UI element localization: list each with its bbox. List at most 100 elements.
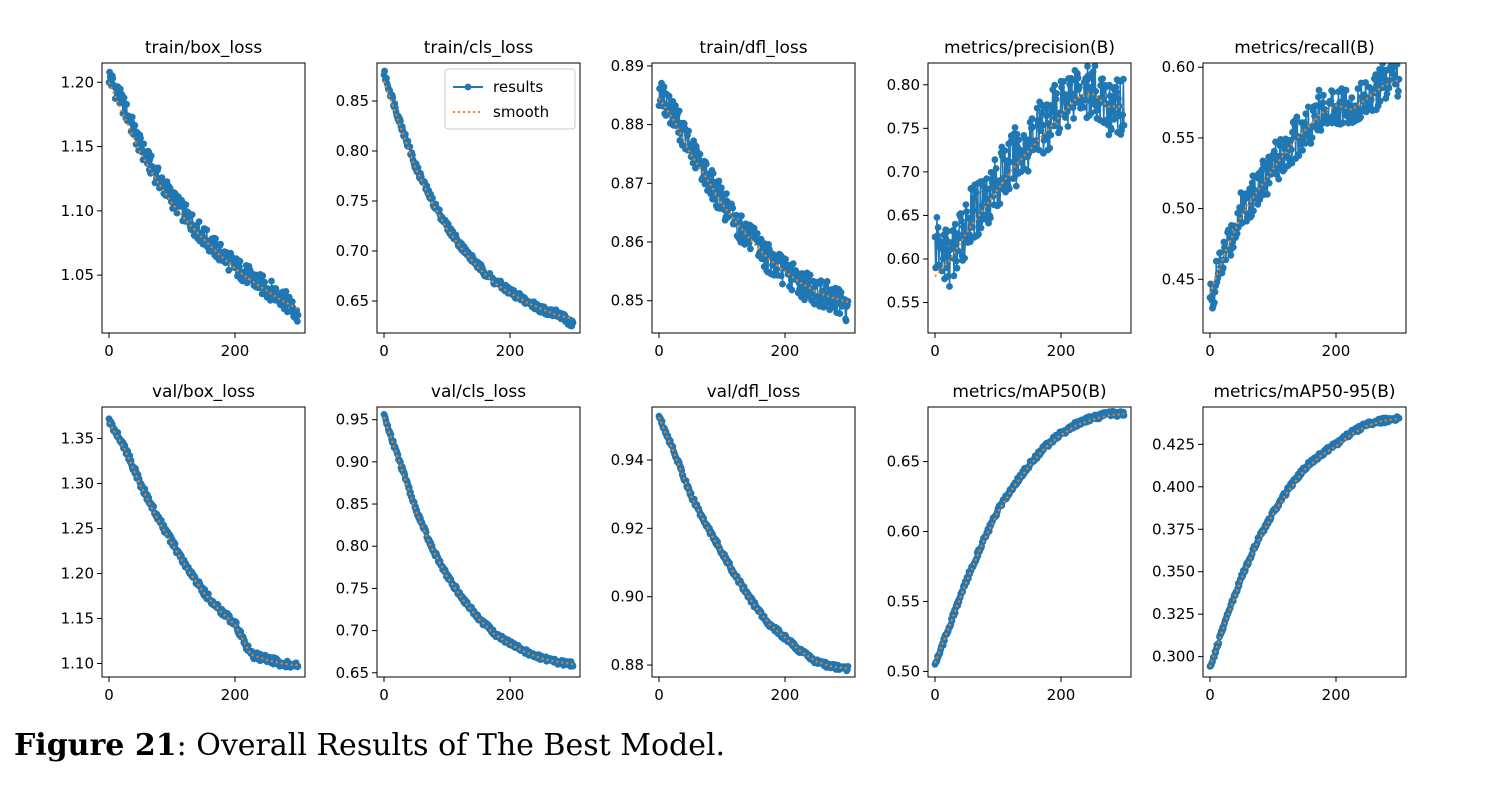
results-point: [1222, 256, 1230, 264]
results-point: [1060, 78, 1067, 85]
x-tick-label: 200: [1047, 686, 1076, 704]
results-point: [948, 241, 956, 249]
x-tick-label: 0: [930, 686, 940, 704]
results-point: [1092, 88, 1100, 95]
results-point: [195, 218, 203, 226]
legend: results smooth: [444, 68, 576, 130]
results-point: [406, 143, 414, 151]
axes-frame: [651, 62, 856, 334]
results-point: [934, 224, 942, 231]
results-point: [987, 214, 994, 222]
results-point: [1257, 174, 1264, 182]
y-tick-label: 0.400: [1152, 478, 1195, 496]
subplot-title: metrics/mAP50-95(B): [1213, 382, 1395, 402]
smooth-line: [383, 416, 574, 666]
results-point: [389, 94, 397, 102]
y-tick-label: 1.20: [61, 565, 94, 583]
y-tick-label: 1.35: [61, 430, 94, 448]
results-point: [1070, 115, 1077, 122]
y-tick-label: 0.89: [611, 57, 644, 75]
results-point: [944, 272, 952, 280]
subplot-title: train/dfl_loss: [699, 38, 807, 58]
results-point: [1029, 123, 1037, 131]
axes-frame: [376, 406, 581, 678]
smooth-line: [1209, 79, 1400, 294]
results-point: [1046, 144, 1054, 152]
results-point: [1357, 113, 1364, 121]
results-point: [656, 96, 664, 104]
y-tick-label: 0.65: [336, 664, 369, 682]
results-point: [1050, 122, 1058, 130]
results-point: [429, 194, 436, 202]
results-point: [1291, 122, 1299, 130]
results-point: [799, 286, 806, 294]
x-tick-label: 200: [221, 686, 250, 704]
caption-text: : Overall Results of The Best Model.: [176, 728, 726, 763]
results-point: [957, 210, 965, 217]
results-point: [1013, 130, 1021, 138]
results-point: [738, 212, 745, 220]
results-point: [402, 130, 409, 138]
results-point: [236, 263, 243, 270]
results-point: [954, 247, 962, 255]
results-point: [1053, 90, 1060, 97]
results-point: [1320, 91, 1327, 99]
results-point: [182, 201, 190, 209]
results-point: [836, 310, 844, 317]
results-point: [1038, 109, 1045, 117]
results-line: [108, 72, 299, 322]
results-point: [999, 175, 1007, 182]
results-point: [1033, 104, 1041, 112]
results-point: [1312, 102, 1320, 110]
series-results: [931, 63, 1128, 290]
results-point: [941, 637, 948, 644]
results-point: [1091, 63, 1099, 70]
results-point: [1304, 103, 1312, 111]
y-tick-label: 0.75: [336, 579, 369, 597]
results-point: [232, 619, 240, 627]
axes-frame: [927, 62, 1132, 334]
results-point: [953, 257, 960, 265]
results-point: [1327, 97, 1335, 105]
x-tick-label: 0: [104, 342, 114, 360]
results-point: [288, 298, 296, 305]
results-line: [934, 408, 1125, 665]
results-point: [990, 171, 997, 179]
smooth-line: [934, 413, 1125, 664]
results-point: [1048, 102, 1056, 109]
results-point: [120, 94, 128, 102]
y-tick-label: 1.20: [61, 73, 94, 91]
results-point: [1026, 136, 1033, 144]
results-point: [1270, 147, 1278, 155]
results-point: [692, 164, 699, 172]
results-point: [1012, 182, 1020, 190]
results-point: [123, 100, 130, 108]
results-point: [1318, 119, 1326, 127]
results-point: [1216, 249, 1224, 256]
y-tick-label: 1.10: [61, 202, 94, 220]
results-point: [294, 311, 302, 319]
results-point: [1395, 414, 1403, 422]
results-point: [1329, 88, 1337, 96]
y-tick-label: 1.15: [61, 138, 94, 156]
y-tick-label: 0.60: [887, 250, 920, 268]
results-point: [1099, 75, 1106, 83]
results-point: [147, 152, 155, 160]
results-point: [968, 223, 976, 231]
results-point: [1339, 119, 1347, 127]
results-point: [962, 201, 970, 209]
results-point: [939, 240, 946, 248]
results-point: [934, 232, 941, 240]
y-tick-label: 0.425: [1152, 435, 1195, 453]
caption-label: Figure 21: [14, 728, 177, 763]
results-point: [1058, 83, 1065, 91]
y-tick-label: 0.75: [887, 119, 920, 137]
x-tick-label: 0: [379, 686, 389, 704]
y-tick-label: 0.90: [336, 453, 369, 471]
results-point: [294, 662, 302, 670]
y-tick-label: 0.70: [336, 242, 369, 260]
y-tick-label: 0.85: [336, 92, 369, 110]
results-point: [1275, 175, 1283, 183]
y-tick-label: 0.375: [1152, 520, 1195, 538]
